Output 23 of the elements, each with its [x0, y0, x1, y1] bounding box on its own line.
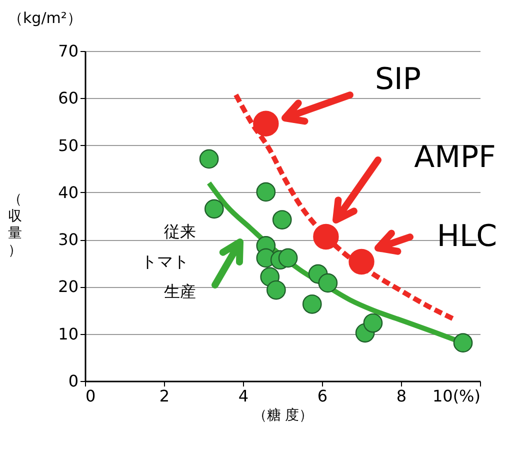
y-tick-label: 60: [58, 88, 78, 108]
y-tick-label: 50: [58, 136, 78, 155]
annotation: SIP: [375, 62, 421, 97]
x-tick-label: 8: [396, 386, 407, 406]
annotation: AMPF: [414, 140, 496, 175]
x-tick-label: 2: [159, 386, 170, 406]
annotation: HLC: [436, 219, 498, 254]
annotation: トマト: [141, 252, 189, 271]
y-axis-title: （収量）: [8, 192, 22, 258]
text: （kg/m²）: [8, 9, 82, 27]
annotation: 従来: [164, 222, 196, 241]
y-tick-label: 70: [58, 42, 78, 60]
x-tick-label: 10(%): [432, 386, 480, 406]
y-tick-label: 0: [68, 372, 78, 390]
y-tick-label: 20: [58, 277, 78, 296]
y-tick-label: 10: [58, 324, 78, 344]
annotation: 生産: [164, 282, 196, 301]
x-tick-label: 0: [86, 386, 96, 406]
y-tick-label: 40: [58, 182, 78, 202]
x-tick-label: 4: [238, 386, 249, 406]
x-axis-title: （糖 度）: [252, 408, 314, 424]
y-tick-label: 30: [58, 230, 78, 250]
x-tick-label: 6: [317, 386, 328, 406]
